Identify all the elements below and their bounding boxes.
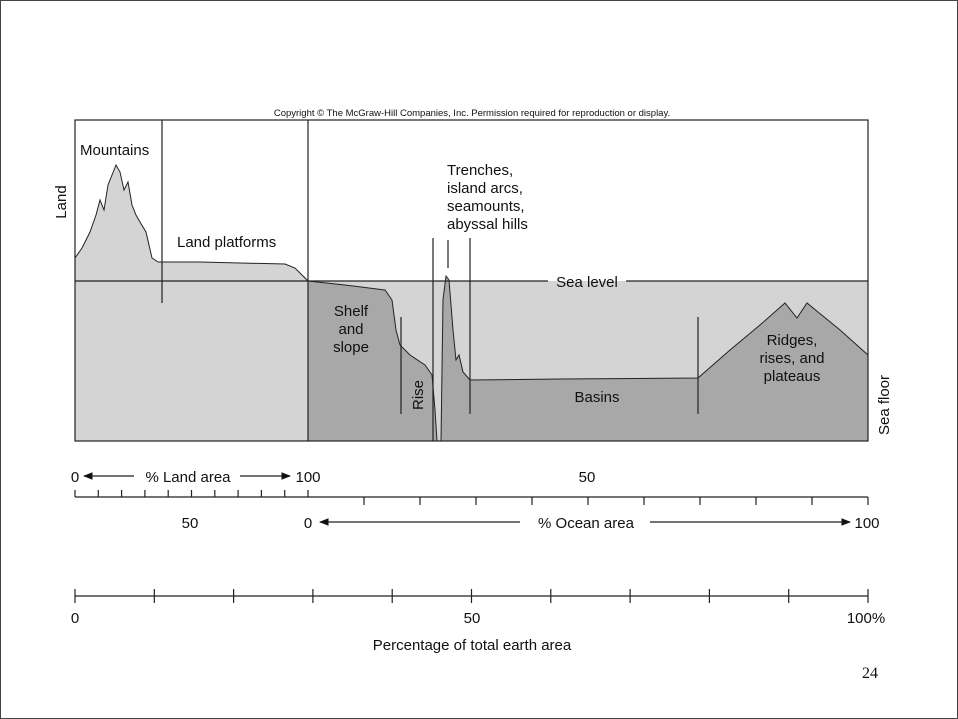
sea-level-label: Sea level: [556, 274, 618, 291]
axis-start: 0: [71, 610, 79, 627]
land-mid-label: 50: [182, 515, 199, 532]
axis-mid: 50: [464, 610, 481, 627]
land-scale-start: 0: [71, 469, 79, 486]
land-label: Land: [53, 185, 70, 218]
label-line: plateaus: [764, 368, 821, 385]
ocean-mid-label: 50: [579, 469, 596, 486]
profile-figure: Land Sea floor Mountains Land platforms …: [53, 120, 893, 441]
label-line: Trenches,: [447, 162, 513, 179]
ocean-scale-title: % Ocean area: [538, 515, 635, 532]
label-line: island arcs,: [447, 180, 523, 197]
ocean-scale-end: 100: [854, 515, 879, 532]
land-ocean-scale: 0 % Land area 100 50 50 0 % Ocean area 1…: [71, 469, 880, 532]
ocean-scale-start: 0: [304, 515, 312, 532]
land-platforms-label: Land platforms: [177, 234, 276, 251]
rise-label: Rise: [410, 380, 427, 410]
basins-label: Basins: [574, 389, 619, 406]
label-line: slope: [333, 339, 369, 356]
copyright: Copyright © The McGraw-Hill Companies, I…: [274, 108, 670, 119]
sea-floor-label: Sea floor: [876, 375, 893, 435]
slide: Copyright © The McGraw-Hill Companies, I…: [0, 0, 958, 719]
land-scale-end: 100: [295, 469, 320, 486]
label-line: abyssal hills: [447, 216, 528, 233]
axis-end: 100%: [847, 610, 885, 627]
label-line: seamounts,: [447, 198, 525, 215]
earth-axis: 0 50 100% Percentage of total earth area: [71, 589, 885, 654]
label-line: and: [338, 321, 363, 338]
mountains-label: Mountains: [80, 142, 149, 159]
label-line: rises, and: [759, 350, 824, 367]
land-scale-title: % Land area: [145, 469, 231, 486]
label-line: Ridges,: [767, 332, 818, 349]
axis-title: Percentage of total earth area: [373, 637, 572, 654]
label-line: Shelf: [334, 303, 369, 320]
page-number: 24: [862, 665, 878, 682]
